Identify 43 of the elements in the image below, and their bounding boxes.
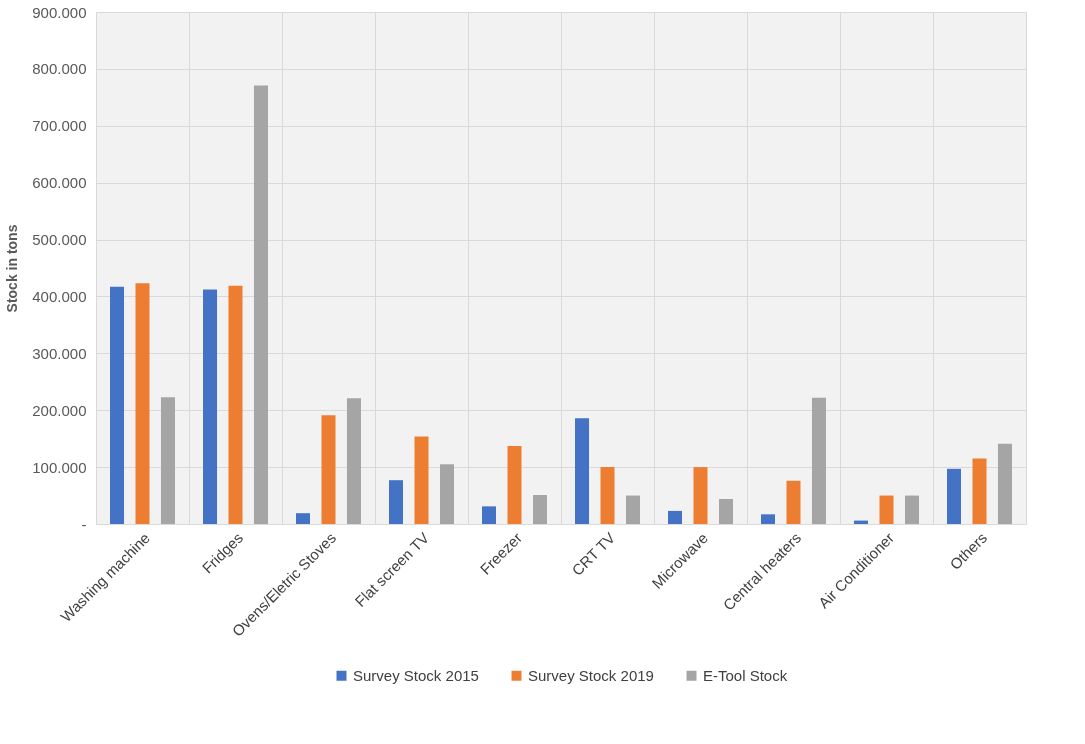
bar [904, 495, 919, 524]
y-tick-label: 500.000 [32, 231, 87, 249]
bar [389, 480, 404, 524]
y-axis-title: Stock in tons [4, 224, 21, 313]
bar [600, 467, 615, 524]
bar [668, 510, 683, 524]
bar [482, 506, 497, 524]
bar [321, 415, 336, 524]
y-tick-label: 200.000 [32, 401, 87, 419]
bar [972, 458, 987, 524]
bar [811, 397, 826, 524]
bar [532, 494, 547, 524]
bar [693, 467, 708, 524]
bar [997, 443, 1012, 524]
y-tick-label: - [81, 515, 87, 533]
y-tick-label: 900.000 [32, 3, 87, 21]
bar [947, 468, 962, 524]
bar [110, 286, 125, 524]
bar [507, 446, 522, 524]
y-tick-label: 800.000 [32, 60, 87, 78]
bar [575, 418, 590, 524]
bar [439, 464, 454, 524]
y-tick-label: 100.000 [32, 458, 87, 476]
bar [346, 398, 361, 524]
y-tick-label: 600.000 [32, 174, 87, 192]
bar [879, 495, 894, 524]
legend-label: Survey Stock 2019 [528, 666, 654, 684]
bar [625, 495, 640, 524]
y-tick-label: 700.000 [32, 117, 87, 135]
bar [160, 397, 175, 524]
bar [253, 85, 268, 524]
legend-label: Survey Stock 2015 [353, 666, 479, 684]
bar [718, 498, 733, 524]
bar [414, 436, 429, 524]
bar [786, 480, 801, 524]
bar [761, 514, 776, 524]
bar [203, 289, 218, 524]
bar [135, 283, 150, 524]
y-tick-label: 300.000 [32, 344, 87, 362]
y-tick-label: 400.000 [32, 287, 87, 305]
bar [296, 513, 311, 524]
legend-label: E-Tool Stock [703, 666, 788, 684]
bar [228, 285, 243, 524]
